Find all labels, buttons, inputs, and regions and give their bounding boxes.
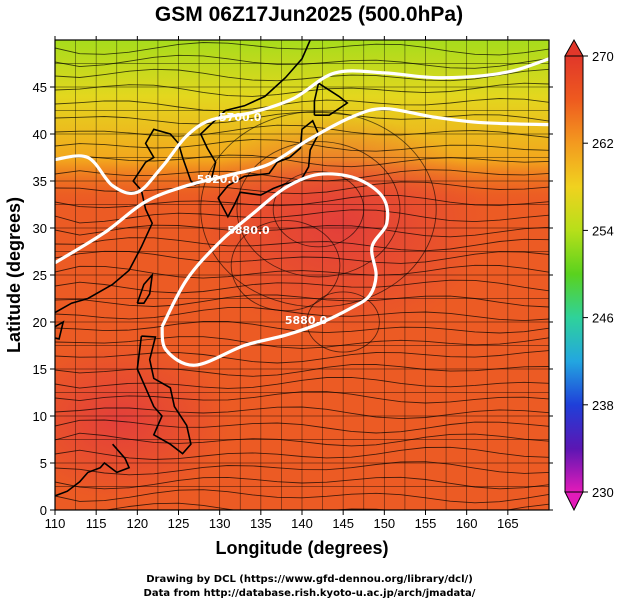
- contour-layer: [55, 57, 549, 367]
- colorbar-top-triangle: [564, 38, 584, 57]
- colorbar-tick-label: 246: [592, 311, 614, 326]
- colorbar-tick-label: 254: [592, 223, 614, 238]
- x-tick-label: 135: [250, 516, 272, 531]
- coastline: [136, 272, 154, 304]
- chart-title: GSM 06Z17Jun2025 (500.0hPa): [155, 3, 463, 26]
- y-tick-label: 20: [33, 315, 47, 330]
- credit-line-2: Data from http://database.rish.kyoto-u.a…: [143, 588, 476, 599]
- x-tick-label: 120: [126, 516, 148, 531]
- contour-label: 5880.0: [227, 224, 270, 237]
- x-axis-ticks: 110 115 120 125 130 135 140 145 150 155 160 165: [45, 36, 519, 531]
- colorbar-tick-label: 230: [592, 485, 614, 500]
- grid-lines: [55, 40, 549, 510]
- field-tropical-core: [55, 340, 230, 500]
- x-tick-label: 150: [373, 516, 395, 531]
- y-axis-ticks: 0 5 10 15 20 25 30 35 40 45: [33, 80, 553, 518]
- x-tick-label: 155: [415, 516, 437, 531]
- x-axis-label: Longitude (degrees): [215, 538, 388, 558]
- x-tick-label: 140: [291, 516, 313, 531]
- streamline-swirl: [236, 141, 401, 278]
- contour-label: 5820.0: [197, 173, 240, 186]
- colorbar-body: [564, 55, 584, 493]
- contour-label: 5880.0: [285, 314, 328, 327]
- contour-label-layer: 5700.0 5820.0 5880.0 5880.0: [197, 111, 328, 327]
- colorbar-tick-label: 262: [592, 136, 614, 151]
- x-tick-label: 130: [209, 516, 231, 531]
- y-tick-label: 45: [33, 80, 47, 95]
- y-tick-label: 40: [33, 127, 47, 142]
- y-tick-label: 10: [33, 409, 47, 424]
- coastline: [55, 320, 65, 340]
- y-tick-label: 5: [40, 456, 47, 471]
- colorbar: 230 238 246 254 262 270: [564, 38, 614, 512]
- y-tick-label: 35: [33, 174, 47, 189]
- y-tick-label: 0: [40, 503, 47, 518]
- contour-line-5820-0: [55, 107, 549, 265]
- contour-line-5880-0: [160, 172, 390, 367]
- y-tick-label: 15: [33, 362, 47, 377]
- x-tick-label: 115: [86, 516, 107, 531]
- coastline: [217, 119, 320, 219]
- streamline-swirl: [230, 220, 341, 312]
- x-tick-label: 165: [497, 516, 519, 531]
- x-tick-label: 145: [332, 516, 354, 531]
- x-tick-label: 160: [456, 516, 478, 531]
- streamline-swirl: [200, 110, 437, 308]
- plot-area: 5700.0 5820.0 5880.0 5880.0: [55, 40, 549, 510]
- x-tick-label: 110: [45, 516, 66, 531]
- y-tick-label: 30: [33, 221, 47, 236]
- contour-line-5700-0: [55, 57, 549, 195]
- colorbar-tick-label: 238: [592, 398, 614, 413]
- contour-label: 5700.0: [219, 111, 262, 124]
- credit-line-1: Drawing by DCL (https://www.gfd-dennou.o…: [146, 574, 473, 585]
- field-high-core: [190, 115, 490, 335]
- colorbar-tick-label: 270: [592, 49, 614, 64]
- y-tick-label: 25: [33, 268, 47, 283]
- y-axis-label: Latitude (degrees): [4, 197, 24, 353]
- coastline: [313, 81, 349, 116]
- colorbar-bottom-triangle: [564, 491, 584, 512]
- x-tick-label: 125: [168, 516, 190, 531]
- colorbar-ticks: 230 238 246 254 262 270: [583, 49, 614, 500]
- coastline: [55, 40, 311, 314]
